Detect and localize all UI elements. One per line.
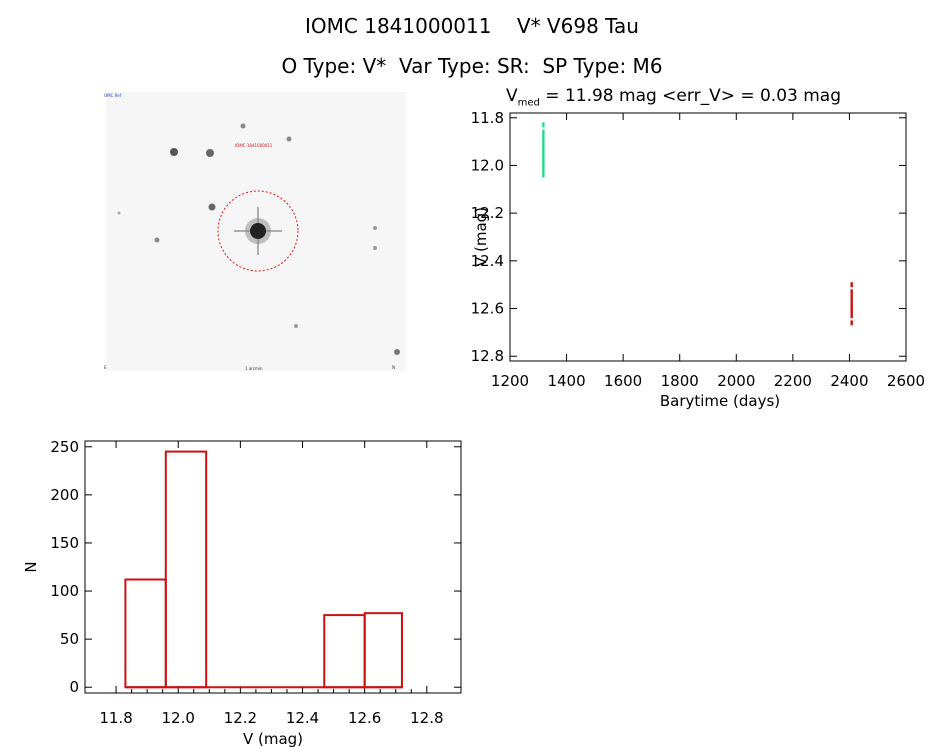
lightcurve-point <box>850 308 853 314</box>
chart-title-main: IOMC 1841000011 V* V698 Tau <box>305 14 639 38</box>
histogram-y-tick-label: 100 <box>50 582 79 600</box>
field-star <box>117 211 121 215</box>
histogram-y-tick-label: 250 <box>50 438 79 456</box>
lightcurve-stats-title: Vmed = 11.98 mag <err_V> = 0.03 mag <box>506 86 841 108</box>
chart-title-types: O Type: V* Var Type: SR: SP Type: M6 <box>281 54 663 78</box>
histogram-bar <box>124 578 167 689</box>
field-star <box>206 149 214 157</box>
lightcurve-y-tick-label: 12.2 <box>471 204 504 222</box>
lightcurve-plot-frame <box>509 112 907 362</box>
lightcurve-y-axis-title: V (mag) <box>472 207 490 267</box>
stats-text: = 11.98 mag <err_V> = 0.03 mag <box>539 86 842 106</box>
lightcurve-point <box>542 139 545 145</box>
lightcurve-y-tick-label: 11.8 <box>471 109 504 127</box>
lightcurve-point <box>542 172 545 178</box>
field-star <box>394 349 400 355</box>
v-symbol: V <box>506 86 518 106</box>
lightcurve-point <box>542 167 545 173</box>
histogram-x-tick-label: 12.4 <box>286 709 319 727</box>
field-star <box>240 123 246 129</box>
histogram-y-tick-label: 0 <box>69 678 79 696</box>
histogram-x-tick-label: 12.6 <box>348 709 381 727</box>
lightcurve-y-tick-label: 12.0 <box>471 156 504 174</box>
sky-label-target: IOMC 1841000011 <box>235 143 273 148</box>
histogram-x-tick-label: 11.8 <box>99 709 132 727</box>
lightcurve-x-tick-label: 1400 <box>547 372 585 390</box>
lightcurve-point <box>542 148 545 154</box>
field-star <box>373 246 377 250</box>
sky-label-bottom-left: E <box>104 365 107 370</box>
lightcurve-x-tick-label: 1200 <box>491 372 529 390</box>
lightcurve-x-tick-label: 1800 <box>661 372 699 390</box>
target-aperture-circle <box>217 190 299 272</box>
field-star <box>154 237 160 243</box>
histogram-y-axis-title: N <box>22 561 40 572</box>
lightcurve-point <box>850 282 853 288</box>
field-star <box>373 226 377 230</box>
histogram-y-tick-label: 50 <box>60 630 79 648</box>
lightcurve-y-tick-label: 12.6 <box>471 300 504 318</box>
v-subscript: med <box>517 97 540 109</box>
lightcurve-point <box>542 162 545 168</box>
lightcurve-points <box>542 122 853 326</box>
lightcurve-point <box>542 158 545 164</box>
histogram-bar <box>363 612 403 689</box>
lightcurve-x-tick-label: 2600 <box>887 372 925 390</box>
sky-label-bottom-center: 1 arcmin <box>245 366 263 371</box>
lightcurve-point <box>542 153 545 159</box>
lightcurve-y-tick-label: 12.4 <box>471 252 504 270</box>
sky-label-top-left: OMC Ref <box>104 93 122 98</box>
lightcurve-x-tick-label: 2400 <box>830 372 868 390</box>
histogram-x-axis-title: V (mag) <box>243 730 303 747</box>
sky-label-bottom-right: N <box>392 365 395 370</box>
histogram-x-tick-label: 12.0 <box>162 709 195 727</box>
lightcurve-x-tick-label: 1600 <box>604 372 642 390</box>
histogram-bars <box>124 450 403 689</box>
lightcurve-y-tick-label: 12.8 <box>471 347 504 365</box>
lightcurve-x-axis-title: Barytime (days) <box>660 392 780 410</box>
lightcurve-point <box>850 289 853 295</box>
lightcurve-point <box>542 143 545 149</box>
lightcurve-x-tick-label: 2200 <box>774 372 812 390</box>
lightcurve-point <box>850 303 853 309</box>
lightcurve-x-tick-label: 2000 <box>717 372 755 390</box>
lightcurve-point <box>850 313 853 319</box>
lightcurve-ticks: 1200 1400 1600 1800 2000 2200 2400 2600 11.8 12.0… <box>471 109 926 390</box>
lightcurve-point <box>542 129 545 135</box>
field-star <box>208 203 216 211</box>
histogram-x-tick-label: 12.8 <box>410 709 443 727</box>
lightcurve-point <box>542 122 545 128</box>
lightcurve-chart: 1200 1400 1600 1800 2000 2200 2400 2600 11.8 12.0… <box>471 109 926 410</box>
histogram-bar <box>164 450 208 689</box>
field-star <box>294 324 298 328</box>
histogram-chart: 11.8 12.0 12.2 12.4 12.6 12.8050100150200250 … <box>22 438 462 747</box>
histogram-plot-frame <box>84 440 462 694</box>
lightcurve-point <box>850 294 853 300</box>
histogram-ticks: 11.8 12.0 12.2 12.4 12.6 12.8 0 50 100 150 200 250 <box>50 438 461 727</box>
histogram-x-tick-label: 12.2 <box>224 709 257 727</box>
target-star <box>250 223 266 239</box>
lightcurve-point <box>850 298 853 304</box>
sky-image: OMC Ref IOMC 1841000011 E 1 arcmin N <box>104 92 406 371</box>
histogram-bar <box>323 614 366 689</box>
histogram-y-tick-label: 200 <box>50 486 79 504</box>
field-star <box>286 136 292 142</box>
lightcurve-point <box>542 134 545 140</box>
lightcurve-point <box>850 320 853 326</box>
field-star <box>170 148 178 156</box>
histogram-y-tick-label: 150 <box>50 534 79 552</box>
